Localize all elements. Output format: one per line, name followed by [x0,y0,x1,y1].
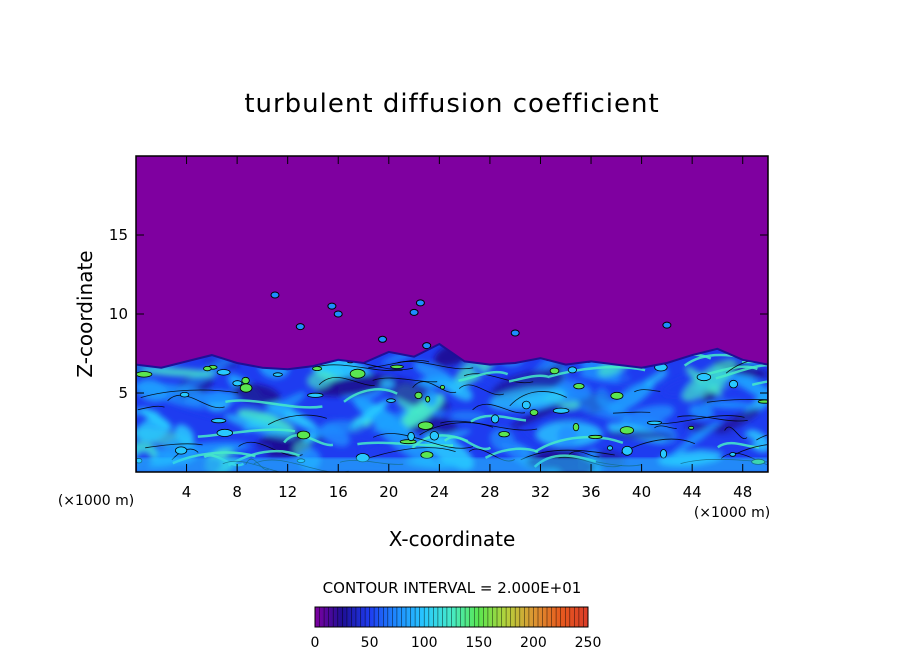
x-tick-label: 4 [182,483,192,501]
x-tick-label: 28 [480,483,499,501]
x-axis-ticks: 4 8 12 16 20 24 28 32 36 40 44 48 [182,156,752,501]
colorbar [314,607,589,627]
colorbar-frame [314,606,589,628]
y-tick-label: 15 [109,226,128,244]
turbulent-layer [136,344,768,472]
x-tick-label: 36 [581,483,600,501]
x-tick-label: 20 [379,483,398,501]
isolated-cell [422,342,432,350]
colorbar-tick-label: 250 [575,635,602,651]
colorbar-tick-label: 200 [520,635,547,651]
y-unit-label: (×1000 m) [58,493,134,509]
isolated-cell [378,335,387,343]
x-tick-label: 16 [329,483,348,501]
chart-title: turbulent diffusion coefficient [244,89,659,119]
colorbar-ticks: 0 50 100 150 200 250 [311,635,602,651]
x-tick-label: 32 [531,483,550,501]
x-unit-label: (×1000 m) [694,505,770,521]
x-tick-label: 12 [278,483,297,501]
isolated-cells [270,291,672,350]
colorbar-tick-label: 50 [361,635,379,651]
isolated-cell [510,329,520,337]
colorbar-tick-label: 150 [465,635,492,651]
isolated-cell [295,323,305,331]
isolated-cell [415,299,425,307]
x-tick-label: 8 [232,483,242,501]
colorbar-tick-label: 0 [311,635,320,651]
isolated-cell [270,291,280,299]
y-tick-label: 5 [118,384,128,402]
eddy-fill [136,344,768,472]
isolated-cell [333,310,343,318]
contour-interval-label: CONTOUR INTERVAL = 2.000E+01 [323,579,582,597]
y-axis-ticks: 5 10 15 [109,226,768,402]
isolated-cell [662,321,672,329]
colorbar-tick-label: 100 [411,635,438,651]
layer-boundary [136,342,768,472]
x-tick-label: 40 [632,483,651,501]
isolated-cell [409,308,419,316]
x-tick-label: 24 [430,483,449,501]
y-tick-label: 10 [109,305,128,323]
x-tick-label: 48 [733,483,752,501]
plot-area [136,156,768,472]
x-axis-label: X-coordinate [389,527,516,551]
x-tick-label: 44 [683,483,702,501]
y-axis-label: Z-coordinate [73,250,97,377]
isolated-cell [327,302,337,310]
